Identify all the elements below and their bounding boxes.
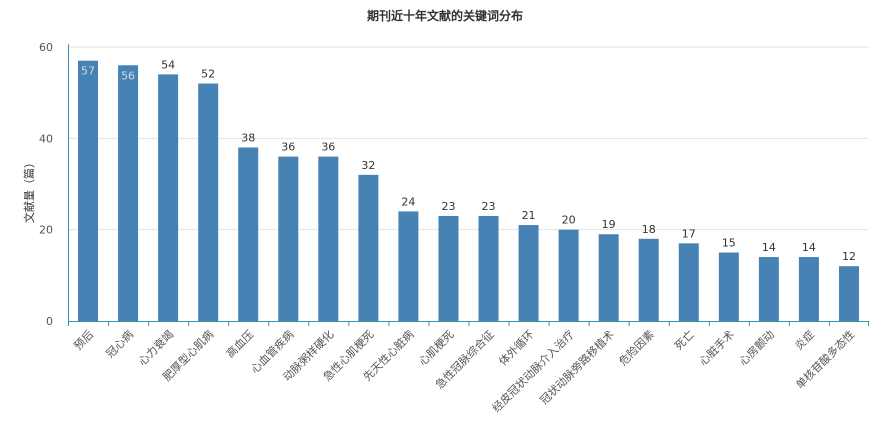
bar <box>78 60 99 321</box>
y-axis-ticks: 0 20 40 60 <box>39 41 53 328</box>
y-tick-label: 40 <box>39 132 53 145</box>
bar-value-label: 14 <box>762 241 776 254</box>
x-category-label: 心力衰竭 <box>135 327 176 368</box>
bar-value-label: 52 <box>201 68 215 81</box>
bar <box>238 147 259 321</box>
bar <box>278 156 299 321</box>
bar <box>158 74 179 322</box>
bar <box>478 215 499 321</box>
bar-value-label: 57 <box>81 65 95 78</box>
y-tick-label: 20 <box>39 224 53 237</box>
bar-value-label: 18 <box>642 223 656 236</box>
bar-value-label: 15 <box>722 237 736 250</box>
bar <box>638 238 659 321</box>
bar <box>718 252 739 321</box>
bar-value-label: 23 <box>441 200 455 213</box>
bar <box>358 174 379 321</box>
bar-value-label: 38 <box>241 131 255 144</box>
bar-value-label: 24 <box>401 195 415 208</box>
data-labels: 57 56 54 52 38 36 36 32 24 23 23 21 20 19 18 17 15 14 14 12 <box>81 58 856 263</box>
x-category-label: 死亡 <box>671 327 696 352</box>
bar <box>678 243 699 321</box>
bar-value-label: 19 <box>602 218 616 231</box>
x-category-label: 冠心病 <box>103 327 136 360</box>
bar-value-label: 14 <box>802 241 816 254</box>
bars <box>78 60 859 322</box>
bar <box>558 229 579 321</box>
bar <box>838 266 859 321</box>
bar-value-label: 32 <box>361 159 375 172</box>
bar-value-label: 36 <box>321 141 335 154</box>
bar <box>118 65 139 322</box>
bar <box>758 257 779 321</box>
x-category-label: 危险因素 <box>616 327 657 368</box>
bar-value-label: 56 <box>121 69 135 82</box>
x-category-label: 心房颤动 <box>736 327 777 368</box>
bar-value-label: 17 <box>682 227 696 240</box>
y-tick-label: 0 <box>46 315 53 328</box>
chart-title: 期刊近十年文献的关键词分布 <box>367 8 523 23</box>
bar <box>398 211 419 321</box>
x-axis <box>68 44 869 326</box>
gridlines <box>68 46 869 231</box>
bar <box>518 225 539 321</box>
y-tick-label: 60 <box>39 41 53 54</box>
x-category-label: 体外循环 <box>496 327 537 368</box>
bar <box>198 83 219 322</box>
x-category-label: 冠状动脉旁路移植术 <box>537 327 617 407</box>
x-category-label: 心脏手术 <box>696 327 737 368</box>
bar-value-label: 23 <box>482 200 496 213</box>
bar <box>438 215 459 321</box>
bar-value-label: 54 <box>161 58 175 71</box>
x-category-label: 心肌梗死 <box>416 327 457 368</box>
x-category-label: 预后 <box>71 328 96 353</box>
x-category-label: 炎症 <box>792 327 817 352</box>
bar <box>318 156 339 321</box>
y-axis-title: 文献量（篇） <box>22 157 36 223</box>
bar <box>798 257 819 321</box>
bar-value-label: 20 <box>562 214 576 227</box>
bar-value-label: 21 <box>522 209 536 222</box>
x-category-label: 高血压 <box>223 327 256 360</box>
bar-value-label: 12 <box>842 250 856 263</box>
bar-value-label: 36 <box>281 141 295 154</box>
bar <box>598 234 619 321</box>
